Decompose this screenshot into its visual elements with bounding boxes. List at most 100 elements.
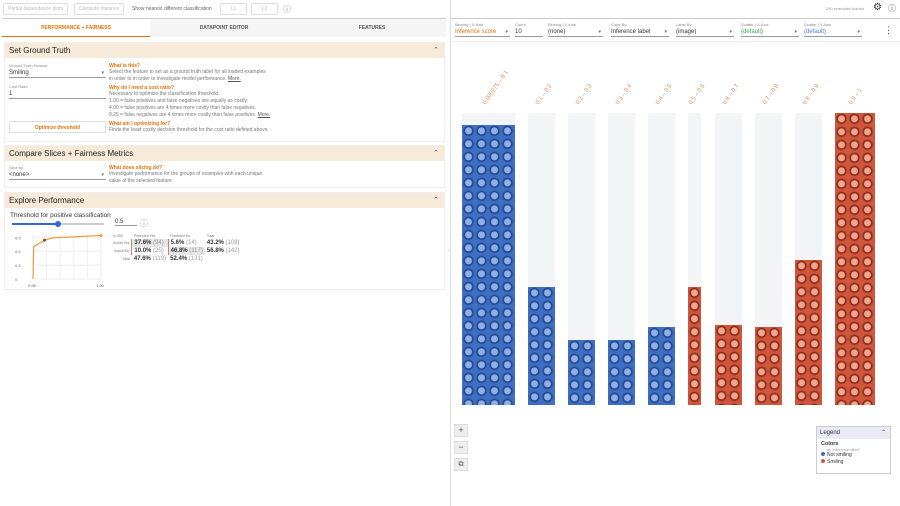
control-color-by[interactable]: Color By Inference label ▾	[611, 22, 669, 37]
l2-input[interactable]: L2	[251, 3, 278, 15]
examples-loaded: 250 examples loaded	[826, 6, 865, 11]
partial-dependence-button[interactable]: Partial dependence plots	[3, 3, 69, 15]
more-vert-icon[interactable]: ⋮	[884, 25, 893, 35]
matrix-cell: 52.4% (131)	[170, 256, 203, 262]
matrix-header: Predicted Yes	[133, 234, 156, 238]
confusion-matrix: n=250 Predicted Yes Predicted No Total Actua…	[111, 233, 242, 263]
x-tick-label: 1.00	[96, 283, 105, 288]
matrix-cell: 43.2% (108)	[206, 240, 240, 246]
l1-input[interactable]: L1	[220, 3, 247, 15]
bin-label: 0.9 – 1	[848, 87, 864, 106]
bin-column	[462, 113, 515, 405]
dropdown-icon: ▾	[101, 172, 104, 178]
threshold-input[interactable]: 0.5	[115, 219, 137, 226]
bin-column	[688, 113, 701, 405]
panel-resize-handle[interactable]: ‹	[448, 248, 450, 254]
matrix-cell: 56.8% (142)	[206, 248, 240, 254]
roc-chart: 0.9 0.6 0.3 0 0.00 1.00	[15, 233, 105, 288]
info-icon[interactable]: ⓘ	[283, 5, 291, 14]
info-icon[interactable]: ⓘ	[140, 219, 148, 228]
zoom-in-button[interactable]: +	[454, 424, 468, 437]
cost-ratio-input[interactable]: 1	[9, 89, 106, 99]
bin-examples[interactable]	[835, 113, 875, 405]
control-binning-x-axis[interactable]: Binning | X-Axis Inference score ▾	[455, 22, 510, 37]
tab-features[interactable]: FEATURES	[358, 25, 386, 31]
slice-by-select[interactable]: <none> ▾	[9, 172, 106, 180]
control-count[interactable]: Count 10	[515, 22, 543, 37]
bin-column	[755, 113, 782, 405]
dropdown-icon: ▾	[794, 29, 797, 35]
chevron-up-icon[interactable]: ⌃	[433, 47, 439, 54]
dropdown-icon: ▾	[729, 29, 732, 35]
matrix-n: n=250	[113, 234, 123, 238]
more-link[interactable]: More.	[227, 76, 241, 82]
legend-panel: Legend ⌃ Colors by Inference label Not sm…	[816, 426, 891, 474]
bin-column	[608, 113, 635, 405]
section-header[interactable]: Set Ground Truth ⌃	[5, 43, 444, 58]
cost-ratio-label: Cost Ratio	[9, 84, 28, 89]
control-scatter-y-axis[interactable]: Scatter | Y-Axis (default) ▾	[804, 22, 862, 37]
control-label-by[interactable]: Label By (image) ▾	[676, 22, 734, 37]
slider-handle[interactable]	[55, 221, 61, 227]
bin-examples[interactable]	[568, 340, 595, 405]
bin-column	[835, 113, 875, 405]
bin-examples[interactable]	[528, 287, 555, 405]
gear-icon[interactable]: ⚙	[873, 2, 882, 13]
ground-truth-feature-label: Ground Truth Feature	[9, 63, 48, 68]
roc-curve	[32, 234, 102, 280]
legend-item: Not smiling	[821, 452, 886, 459]
color-dot-icon	[821, 459, 825, 463]
legend-section: Colors	[821, 441, 839, 447]
chevron-up-icon[interactable]: ⌃	[880, 430, 886, 436]
threshold-point	[43, 238, 47, 242]
y-tick-label: 0.9	[15, 235, 21, 240]
bin-examples[interactable]	[795, 260, 822, 405]
section-header[interactable]: Compare Slices + Fairness Metrics ⌃	[5, 146, 444, 161]
matrix-cell: 46.8% (117)	[167, 247, 205, 255]
bin-examples[interactable]	[608, 340, 635, 405]
section-title: Set Ground Truth	[9, 46, 71, 55]
legend-header[interactable]: Legend ⌃	[817, 427, 890, 439]
ground-truth-feature-select[interactable]: Smiling ▾	[9, 70, 106, 78]
control-scatter-x-axis[interactable]: Scatter | X-Axis (default) ▾	[741, 22, 799, 37]
ground-truth-help: What is this? Select the feature to set a…	[109, 63, 271, 133]
tab-datapoint-editor[interactable]: DATAPOINT EDITOR	[199, 25, 249, 31]
fit-screen-button[interactable]: ⧉	[454, 458, 468, 471]
slices-help: What does slicing do? Investigate perform…	[109, 165, 263, 184]
performance-section: Explore Performance ⌃ Threshold for posit…	[4, 192, 445, 290]
matrix-header: Predicted No	[170, 234, 191, 238]
bin-examples[interactable]	[462, 125, 515, 405]
optimal-point	[99, 233, 103, 237]
chevron-up-icon[interactable]: ⌃	[433, 197, 439, 204]
help-icon[interactable]: ⓘ	[888, 4, 896, 13]
optimize-threshold-button[interactable]: Optimize threshold	[9, 121, 106, 133]
threshold-slider[interactable]	[12, 221, 104, 227]
zoom-out-button[interactable]: −	[454, 441, 468, 454]
section-header[interactable]: Explore Performance ⌃	[5, 193, 444, 208]
bin-label: 0.6 – 0.7	[721, 83, 740, 106]
matrix-row: Actual No 10.0% (25) 46.8% (117) 56.8% (142…	[114, 247, 240, 255]
control-binning-y-axis[interactable]: Binning | Y-Axis (none) ▾	[548, 22, 603, 37]
bin-label: 0.3 – 0.4	[614, 83, 633, 106]
y-tick-label: 0	[15, 277, 18, 282]
compute-distance-button[interactable]: Compute distance	[74, 3, 125, 15]
bin-column	[568, 113, 595, 405]
legend-subtitle: by Inference label	[827, 447, 859, 452]
tab-performance[interactable]: PERFORMANCE + FAIRNESS	[2, 19, 150, 37]
more-link[interactable]: More.	[257, 112, 271, 118]
bin-examples[interactable]	[648, 327, 675, 405]
matrix-cell: 47.6% (119)	[133, 256, 167, 262]
bin-column	[648, 113, 675, 405]
chevron-up-icon[interactable]: ⌃	[433, 150, 439, 157]
bin-examples[interactable]	[755, 327, 782, 405]
dropdown-icon: ▾	[598, 29, 601, 35]
nearest-label: Show nearest different classification	[132, 6, 212, 12]
bin-examples[interactable]	[715, 325, 742, 405]
legend-item: Smiling	[821, 459, 886, 466]
x-tick-label: 0.00	[28, 283, 37, 288]
color-dot-icon	[821, 452, 825, 456]
matrix-cell: 10.0% (25)	[131, 247, 169, 255]
bin-examples[interactable]	[688, 287, 701, 405]
bin-label: 0.8 – 0.9	[801, 83, 820, 106]
dropdown-icon: ▾	[664, 29, 667, 35]
